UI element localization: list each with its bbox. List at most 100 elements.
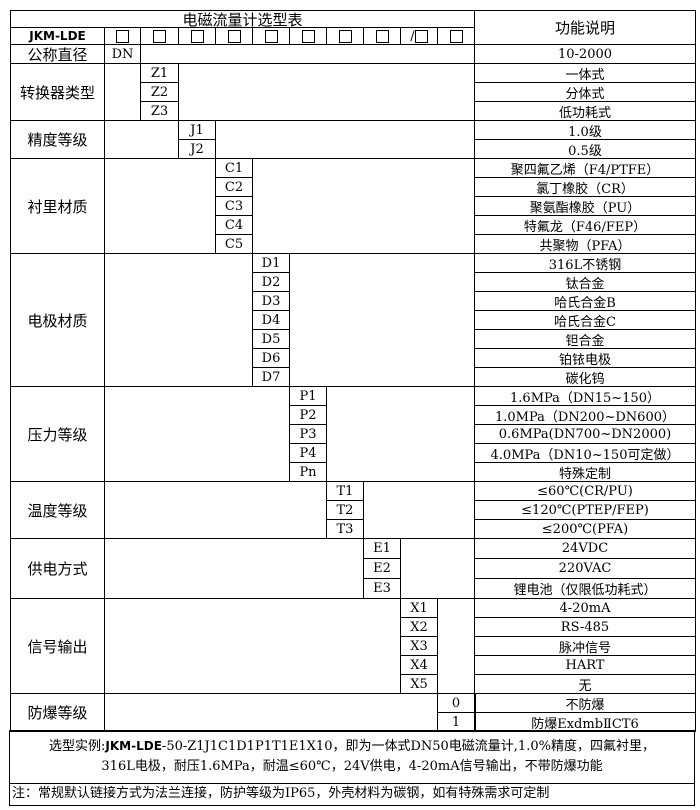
option-code: D7 [252, 367, 290, 387]
blank-cell [252, 158, 475, 254]
option-code: D6 [252, 348, 290, 368]
option-code: D2 [252, 272, 290, 292]
slot-box-icon [375, 29, 389, 43]
option-description: 防爆ExdmbⅡCT6 [474, 712, 696, 732]
blank-cell [104, 386, 290, 482]
model-code: JKM-LDE [10, 27, 105, 45]
option-description: 低功耗式 [474, 101, 696, 121]
option-description: 24VDC [474, 538, 696, 559]
option-code: E1 [363, 538, 401, 559]
group-label: 防爆等级 [10, 693, 105, 732]
example-line-2: 316L电极，耐压1.6MPa，耐温≤60℃，24V供电，4-20mA信号输出，… [101, 759, 603, 774]
option-description: 锂电池（仅限低功耗式） [474, 578, 696, 599]
slot-box [252, 27, 290, 45]
example-line-1: 选型实例:JKM-LDE-50-Z1J1C1D1P1T1E1X10，即为一体式D… [10, 736, 694, 757]
group-label: 温度等级 [10, 481, 105, 539]
slot-box-icon [414, 29, 428, 43]
group-label: 供电方式 [10, 538, 105, 599]
option-code: X5 [400, 674, 438, 694]
option-code: C4 [215, 215, 253, 235]
group-label: 电极材质 [10, 253, 105, 387]
option-code: J1 [178, 120, 216, 140]
option-description: 哈氏合金C [474, 310, 696, 330]
example-text: -50-Z1J1C1D1P1T1E1X10，即为一体式DN50电磁流量计,1.0… [161, 739, 655, 754]
slot-box-icon [153, 29, 166, 43]
slot-box-icon [227, 29, 241, 43]
option-code: T2 [326, 500, 364, 520]
option-description: 分体式 [474, 82, 696, 102]
option-description: 10-2000 [474, 44, 696, 64]
option-code: D4 [252, 310, 290, 330]
example-section: 选型实例:JKM-LDE-50-Z1J1C1D1P1T1E1X10，即为一体式D… [9, 730, 695, 784]
option-code: D3 [252, 291, 290, 311]
option-description: 聚四氟乙烯（F4/PTFE） [474, 158, 696, 178]
option-description: 共聚物（PFA） [474, 234, 696, 254]
option-description: 哈氏合金B [474, 291, 696, 311]
slot-box: / [400, 27, 438, 45]
option-code: T3 [326, 519, 364, 539]
option-code: DN [104, 44, 141, 64]
option-description: 碳化钨 [474, 367, 696, 387]
option-description: RS-485 [474, 617, 696, 637]
option-code: 1 [437, 712, 475, 732]
blank-cell [104, 598, 401, 694]
slot-box [363, 27, 401, 45]
blank-cell [104, 63, 141, 121]
option-code: C3 [215, 196, 253, 216]
option-description: 特氟龙（F46/FEP） [474, 215, 696, 235]
blank-cell [437, 598, 475, 694]
example-model: JKM-LDE [105, 739, 162, 753]
slot-box [437, 27, 475, 45]
option-code: P1 [289, 386, 327, 406]
option-description: 316L不锈钢 [474, 253, 696, 273]
group-label: 精度等级 [10, 120, 105, 159]
option-description: 0.6MPa(DN700~DN2000) [474, 424, 696, 444]
slot-box-icon [338, 29, 352, 43]
function-header: 功能说明 [474, 10, 696, 45]
option-description: ≤60℃(CR/PU) [474, 481, 696, 501]
option-code: T1 [326, 481, 364, 501]
example-prefix: 选型实例: [49, 739, 106, 754]
option-description: 1.6MPa（DN15~150） [474, 386, 696, 406]
option-description: ≤120℃(PTEP/FEP) [474, 500, 696, 520]
option-description: 220VAC [474, 558, 696, 579]
option-description: 1.0级 [474, 120, 696, 140]
option-code: P2 [289, 405, 327, 425]
slot-box-icon [264, 29, 278, 43]
option-code: P4 [289, 443, 327, 463]
option-description: 脉冲信号 [474, 636, 696, 656]
option-description: 一体式 [474, 63, 696, 83]
slot-box-icon [190, 29, 204, 43]
option-code: Pn [289, 462, 327, 482]
group-label: 公称直径 [10, 44, 105, 64]
blank-cell [400, 538, 475, 599]
slot-box-icon [116, 29, 129, 43]
blank-cell [178, 63, 475, 121]
option-code: Z2 [140, 82, 179, 102]
slot-box [215, 27, 253, 45]
option-code: E3 [363, 578, 401, 599]
option-code: C1 [215, 158, 253, 178]
option-description: 4.0MPa（DN10~150可定做） [474, 443, 696, 463]
option-code: D1 [252, 253, 290, 273]
blank-cell [104, 481, 327, 539]
option-code: Z1 [140, 63, 179, 83]
blank-cell [215, 120, 475, 159]
group-label: 转换器类型 [10, 63, 105, 121]
option-description: ≤200℃(PFA) [474, 519, 696, 539]
option-description: HART [474, 655, 696, 675]
slot-box-icon [301, 29, 315, 43]
group-label: 压力等级 [10, 386, 105, 482]
blank-cell [104, 120, 179, 159]
option-description: 1.0MPa（DN200~DN600） [474, 405, 696, 425]
option-code: X3 [400, 636, 438, 656]
blank-cell [326, 386, 475, 482]
option-code: E2 [363, 558, 401, 579]
option-description: 聚氨酯橡胶（PU） [474, 196, 696, 216]
group-label: 衬里材质 [10, 158, 105, 254]
blank-cell [104, 158, 216, 254]
option-code: X4 [400, 655, 438, 675]
option-description: 0.5级 [474, 139, 696, 159]
option-code: Z3 [140, 101, 179, 121]
slot-box [326, 27, 364, 45]
